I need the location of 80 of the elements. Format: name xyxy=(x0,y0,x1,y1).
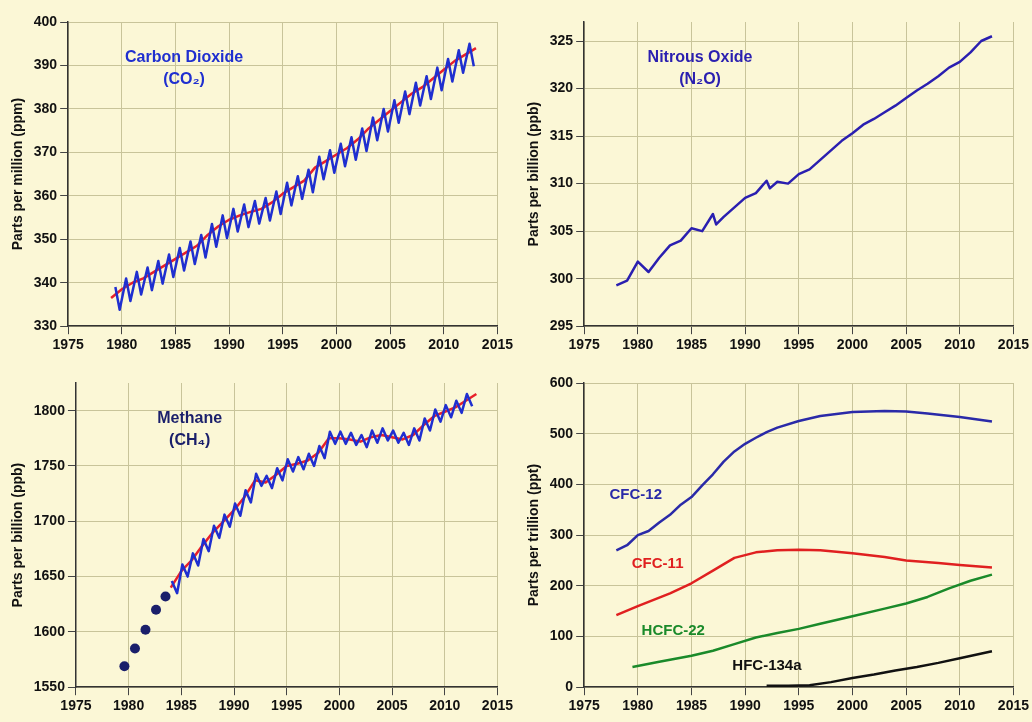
x-tick-label: 1995 xyxy=(783,697,815,714)
point xyxy=(129,643,140,654)
point xyxy=(160,591,171,602)
x-tick-label: 1980 xyxy=(622,336,654,353)
x-tick-label: 2000 xyxy=(323,697,356,714)
x-tick-label: 1975 xyxy=(60,697,92,714)
y-tick-label: 310 xyxy=(549,174,574,191)
y-tick-label: 1550 xyxy=(33,678,66,695)
y-tick-label: 1600 xyxy=(33,622,66,639)
x-tick-label: 1990 xyxy=(729,697,761,714)
y-tick-label: 0 xyxy=(565,678,574,695)
x-tick-label: 1975 xyxy=(52,336,84,353)
x-tick-label: 2015 xyxy=(997,336,1030,353)
series-label: HFC-134a xyxy=(732,655,803,673)
y-tick-label: 300 xyxy=(549,269,574,286)
x-tick-label: 1990 xyxy=(218,697,250,714)
x-tick-label: 1985 xyxy=(675,697,708,714)
series-label: CFC-12 xyxy=(609,485,663,503)
y-tick-label: 325 xyxy=(549,31,574,48)
x-tick-label: 2005 xyxy=(376,697,408,714)
x-tick-label: 2005 xyxy=(374,336,406,353)
x-tick-label: 1975 xyxy=(568,697,600,714)
x-tick-label: 2000 xyxy=(320,336,353,353)
y-tick-label: 350 xyxy=(33,230,58,247)
y-tick-label: 380 xyxy=(33,99,58,116)
x-tick-label: 2010 xyxy=(429,697,461,714)
y-tick-label: 400 xyxy=(33,12,58,29)
x-tick-label: 2015 xyxy=(481,697,514,714)
x-tick-label: 1995 xyxy=(271,697,303,714)
x-tick-label: 1990 xyxy=(729,336,761,353)
y-tick-label: 1650 xyxy=(33,567,66,584)
y-axis-title: Parts per trillion (ppt) xyxy=(525,463,542,607)
y-tick-label: 1800 xyxy=(33,401,66,418)
y-tick-label: 1750 xyxy=(33,456,66,473)
point xyxy=(140,624,151,635)
x-tick-label: 2010 xyxy=(428,336,460,353)
x-tick-label: 2015 xyxy=(997,697,1030,714)
y-tick-label: 1700 xyxy=(33,512,66,529)
y-tick-label: 340 xyxy=(33,273,58,290)
x-tick-label: 1995 xyxy=(267,336,299,353)
x-tick-label: 1980 xyxy=(622,697,654,714)
x-tick-label: 2015 xyxy=(481,336,514,353)
y-tick-label: 330 xyxy=(33,317,58,334)
x-tick-label: 2010 xyxy=(944,697,976,714)
y-tick-label: 360 xyxy=(33,186,58,203)
text: Nitrous Oxide (N₂O) xyxy=(647,48,753,88)
y-tick-label: 370 xyxy=(33,143,58,160)
y-tick-label: 500 xyxy=(549,424,574,441)
y-axis-title: Parts per billion (ppb) xyxy=(9,462,26,608)
x-tick-label: 1990 xyxy=(213,336,245,353)
x-tick-label: 2005 xyxy=(890,697,922,714)
x-tick-label: 2000 xyxy=(836,336,869,353)
x-tick-label: 1995 xyxy=(783,336,815,353)
x-tick-label: 1985 xyxy=(159,336,192,353)
y-tick-label: 305 xyxy=(549,222,574,238)
y-tick-label: 315 xyxy=(549,126,574,143)
y-tick-label: 100 xyxy=(549,627,574,644)
y-tick-label: 300 xyxy=(549,525,574,542)
x-tick-label: 1980 xyxy=(106,336,138,353)
series-label: CFC-11 xyxy=(631,553,684,571)
point xyxy=(119,661,130,672)
y-tick-label: 295 xyxy=(549,317,574,334)
x-tick-label: 1975 xyxy=(568,336,600,353)
x-tick-label: 2010 xyxy=(944,336,976,353)
y-axis-title: Parts per million (ppm) xyxy=(9,97,26,251)
y-tick-label: 600 xyxy=(549,373,574,390)
text: Methane (CH₄) xyxy=(157,409,223,449)
y-tick-label: 390 xyxy=(33,56,58,73)
x-tick-label: 2005 xyxy=(890,336,922,353)
x-tick-label: 1980 xyxy=(113,697,145,714)
y-tick-label: 200 xyxy=(549,576,574,593)
y-tick-label: 400 xyxy=(549,475,574,492)
y-axis-title: Parts per billion (ppb) xyxy=(525,101,542,247)
x-tick-label: 1985 xyxy=(165,697,198,714)
x-tick-label: 1985 xyxy=(675,336,708,353)
point xyxy=(151,604,162,615)
y-tick-label: 320 xyxy=(549,79,574,96)
text: Carbon Dioxide (CO₂) xyxy=(124,48,244,88)
series-label: HCFC-22 xyxy=(641,621,705,639)
x-tick-label: 2000 xyxy=(836,697,869,714)
